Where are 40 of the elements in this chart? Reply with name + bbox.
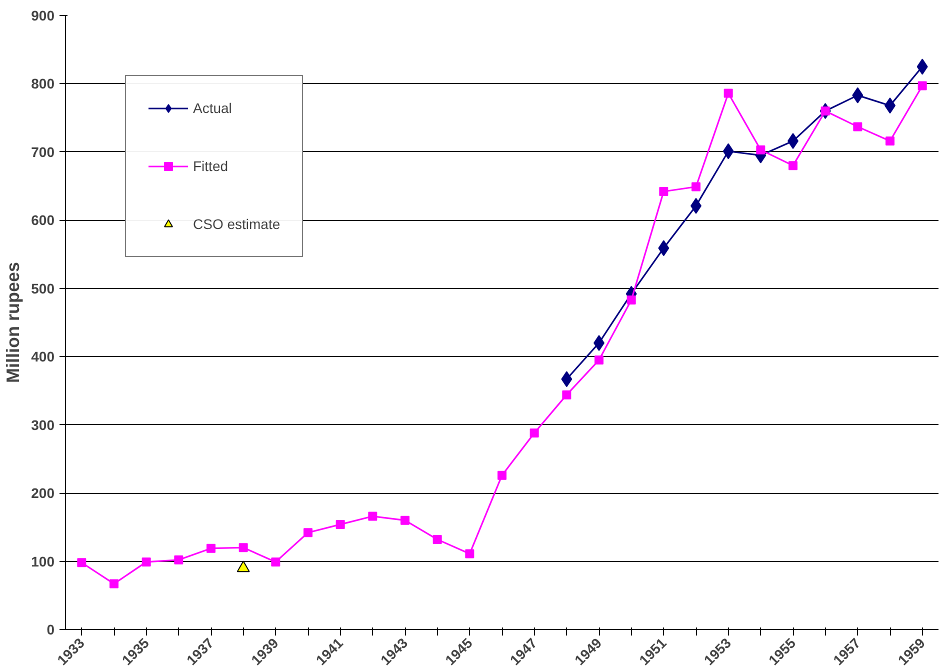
y-tick-label: 900 <box>31 8 55 24</box>
point <box>368 512 378 521</box>
point <box>594 356 604 365</box>
point <box>886 136 894 146</box>
legend-label: Fitted <box>193 158 228 174</box>
point <box>659 187 668 196</box>
y-tick-label: 200 <box>31 485 55 502</box>
point <box>304 528 312 538</box>
point <box>788 161 798 170</box>
legend-label: Actual <box>193 100 232 116</box>
y-tick-label: 0 <box>46 622 55 638</box>
y-tick-label: 600 <box>31 212 55 228</box>
y-axis-title: Million rupees <box>3 262 24 384</box>
point <box>498 470 506 480</box>
point <box>77 558 86 568</box>
point <box>336 520 345 529</box>
point <box>271 557 280 566</box>
point <box>238 543 248 552</box>
y-tick-label: 100 <box>31 553 55 570</box>
point <box>724 88 733 98</box>
point <box>692 182 700 192</box>
point <box>853 122 862 132</box>
point <box>400 516 410 525</box>
point <box>530 428 539 438</box>
point <box>626 295 636 304</box>
y-tick-label: 300 <box>31 416 55 433</box>
y-tick-label: 800 <box>31 76 55 92</box>
point <box>562 390 572 400</box>
point <box>206 544 216 553</box>
y-tick-label: 500 <box>31 280 55 296</box>
y-tick-label: 700 <box>31 144 55 160</box>
point <box>918 81 927 90</box>
legend-label: CSO estimate <box>193 216 280 232</box>
point <box>142 557 151 566</box>
point <box>110 579 118 588</box>
y-tick-label: 400 <box>31 348 55 365</box>
point <box>174 555 184 564</box>
point <box>432 534 442 544</box>
point <box>756 145 766 154</box>
point <box>465 549 474 558</box>
